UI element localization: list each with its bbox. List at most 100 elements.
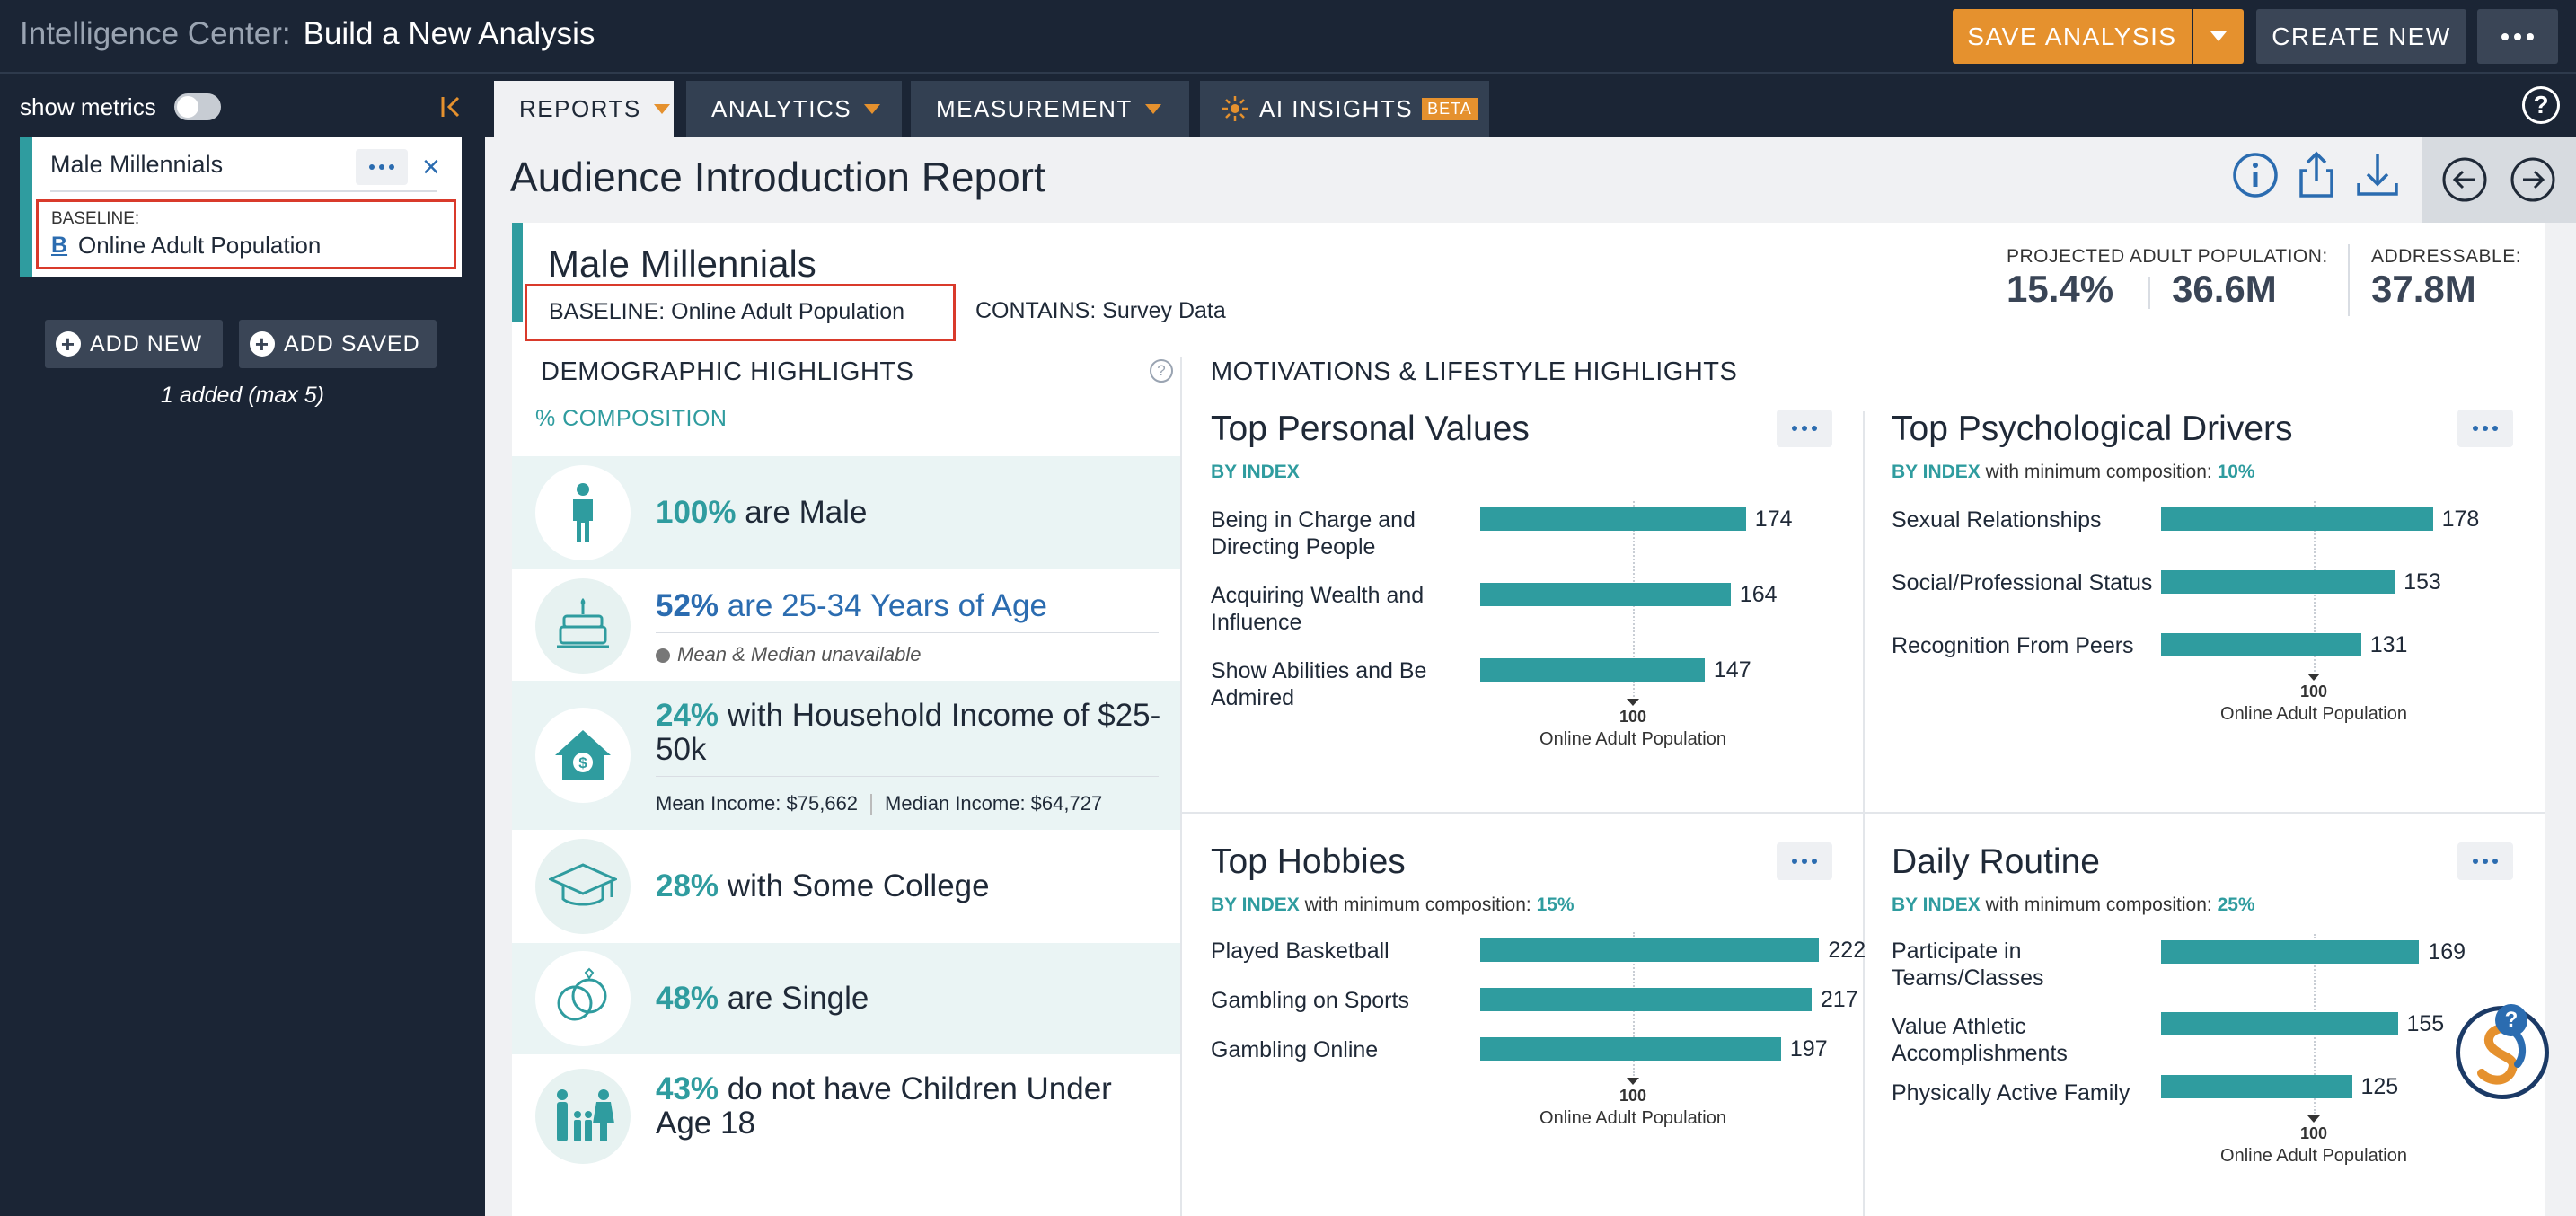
ai-sparkle-icon [1222,96,1248,121]
index-bar [2161,633,2361,656]
index-bar [1480,658,1705,682]
baseline-name: Online Adult Population [78,232,322,259]
share-icon[interactable] [2290,149,2342,201]
plus-icon: + [250,331,275,357]
segment-name: Male Millennials [50,151,224,178]
add-saved-label: ADD SAVED [284,330,420,357]
mean-median-note: Mean & Median unavailable [656,643,922,666]
graduation-cap-icon [535,839,631,934]
tab-label: REPORTS [519,94,641,122]
segment-card[interactable]: Male Millennials × BASELINE: B Online Ad… [20,137,462,277]
collapse-sidebar-icon[interactable] [438,93,465,120]
reference-label: Online Adult Population [2220,704,2407,724]
reference-value: 100 [2299,1124,2328,1142]
index-bar [2161,507,2433,531]
divider [1863,812,1865,1216]
reference-value: 100 [2299,683,2328,701]
row-label: Participate in Teams/Classes [1892,938,2044,991]
divider [50,190,437,192]
chevron-down-icon [1144,103,1161,114]
next-arrow-icon[interactable] [2508,154,2558,205]
family-icon [535,1069,631,1164]
show-metrics-toggle[interactable] [174,93,221,120]
panel-more-button[interactable] [1777,842,1832,880]
tab-reports[interactable]: REPORTS [494,81,674,137]
top-bar: Intelligence Center: Build a New Analysis… [0,0,2576,74]
tab-analytics[interactable]: ANALYTICS [686,81,902,137]
info-icon[interactable] [2229,149,2281,201]
index-value: 222 [1828,938,1866,963]
index-value: 197 [1789,1036,1828,1062]
panel-subtitle: BY INDEX with minimum composition: 25% [1892,894,2255,915]
report-title: Audience Introduction Report [510,154,1045,200]
divider [2348,244,2350,316]
download-icon[interactable] [2351,149,2404,201]
beta-badge: BETA [1422,97,1478,120]
index-bar [2161,940,2420,964]
row-label: Physically Active Family [1892,1080,2130,1106]
divider [656,776,1159,777]
save-analysis-button[interactable]: SAVE ANALYSIS [1953,9,2192,64]
sidebar: show metrics Male Millennials × BASELINE… [0,75,485,1216]
help-icon[interactable]: ? [2522,86,2560,124]
help-icon[interactable]: ? [2495,1004,2527,1036]
demographic-text: 28% with Some College [656,868,990,903]
baseline-label: BASELINE: Online Adult Population [525,284,956,341]
add-saved-button[interactable]: + ADD SAVED [239,320,437,368]
help-icon[interactable]: ? [1150,359,1173,383]
demographic-row: 52% are 25-34 Years of Age Mean & Median… [512,569,1182,681]
index-value: 131 [2369,632,2408,657]
index-bar [2161,1075,2352,1098]
demographic-text: 100% are Male [656,495,868,530]
close-icon[interactable]: × [422,150,440,184]
tab-measurement[interactable]: MEASUREMENT [911,81,1189,137]
app-title: Intelligence Center: Build a New Analysis [20,16,595,52]
index-value: 169 [2428,939,2466,965]
reference-marker-icon [2307,674,2320,681]
add-new-label: ADD NEW [90,330,203,357]
panel-top-personal-values: Top Personal Values BY INDEX Being in Ch… [1211,410,1892,841]
panel-top-psychological-drivers: Top Psychological Drivers BY INDEX with … [1892,410,2572,841]
tab-ai-insights[interactable]: AI INSIGHTS BETA [1200,81,1489,137]
segment-baseline[interactable]: BASELINE: B Online Adult Population [36,199,456,269]
panel-subtitle: BY INDEX with minimum composition: 10% [1892,462,2255,482]
row-label: Gambling Online [1211,1037,1379,1062]
index-value: 164 [1739,582,1778,607]
row-label: Show Abilities and Be Admired [1211,658,1427,710]
demographic-text: 52% are 25-34 Years of Age [656,588,1047,623]
previous-arrow-icon[interactable] [2439,154,2490,205]
more-options-button[interactable] [2477,9,2558,64]
divider [1863,411,1865,812]
panel-title: Top Hobbies [1211,842,1406,881]
reference-marker-icon [1627,1078,1639,1085]
projected-population-caption: PROJECTED ADULT POPULATION: [2007,246,2328,267]
index-bar [1480,507,1746,531]
demographic-row: 28% with Some College [512,830,1182,943]
panel-subtitle: BY INDEX [1211,462,1300,482]
panel-more-button[interactable] [1777,410,1832,447]
composition-label: % COMPOSITION [535,406,728,431]
tab-label: MEASUREMENT [936,94,1133,122]
demographic-highlights-heading: DEMOGRAPHIC HIGHLIGHTS [541,357,914,386]
house-dollar-icon: $ [535,708,631,803]
add-new-button[interactable]: + ADD NEW [45,320,223,368]
panel-more-button[interactable] [2457,410,2513,447]
create-new-button[interactable]: CREATE NEW [2256,9,2466,64]
tab-label: ANALYTICS [711,94,852,122]
projected-population-pct: 15.4% [2007,268,2114,310]
save-options-dropdown[interactable] [2193,9,2244,64]
index-bar [2161,1012,2398,1035]
row-label: Played Basketball [1211,938,1389,964]
panel-more-button[interactable] [2457,842,2513,880]
reference-value: 100 [1619,708,1647,726]
panel-daily-routine: Daily Routine BY INDEX with minimum comp… [1892,842,2572,1216]
accent-bar [512,223,523,322]
demographic-row: 43% do not have Children Under Age 18 [512,1054,1182,1180]
index-value: 153 [2404,569,2441,595]
row-label: Recognition From Peers [1892,633,2134,658]
reference-label: Online Adult Population [2220,1146,2407,1166]
reference-label: Online Adult Population [1539,729,1726,749]
row-label: Sexual Relationships [1892,507,2102,533]
segment-more-button[interactable] [356,149,408,185]
row-label: Social/Professional Status [1892,570,2153,595]
